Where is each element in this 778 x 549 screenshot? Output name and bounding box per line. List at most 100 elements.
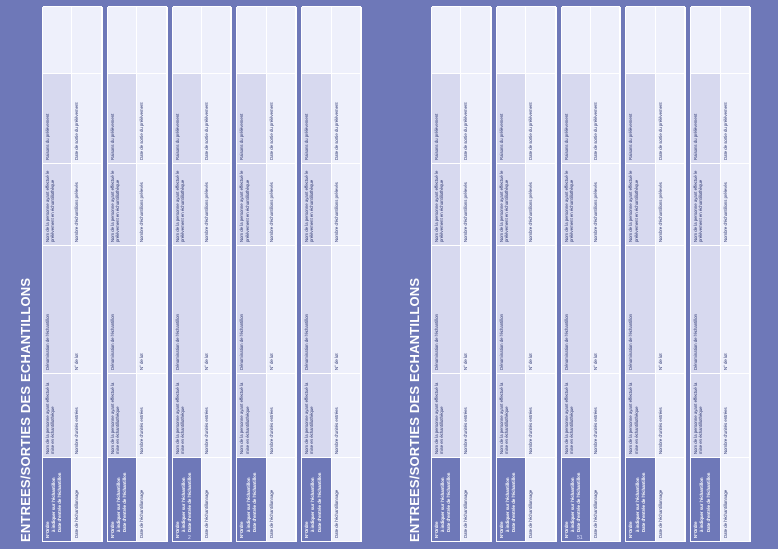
exit-date-cell: Date de sortie du prélèvement (655, 73, 686, 163)
table-block: N°Ordre à indiquer sur l'échantillon Date … (171, 6, 233, 542)
reason-cell: Raisons du prélèvement (172, 73, 202, 163)
sampling-date-cell: Date de l'échantillonnage (461, 457, 491, 541)
exit-date-cell: Date de sortie du prélèvement (72, 73, 102, 163)
sample-table: N°Ordre à indiquer sur l'échantillon Date … (42, 6, 362, 542)
sampling-date-cell: Date de l'échantillonnage (201, 457, 232, 541)
exit-date-cell: Date de sortie du prélèvement (201, 73, 232, 163)
blank-cell (691, 6, 721, 73)
table-block: N°Ordre à indiquer sur l'échantillon Date … (106, 6, 168, 542)
blank-cell (590, 6, 621, 73)
person-entry-cell: Nom de la personne ayant effectué la mis… (302, 373, 332, 457)
nb-samples-cell: Nombre d'échantillons prélevés (201, 163, 232, 245)
person-entry-cell: Nom de la personne ayant effectué la mis… (107, 373, 138, 457)
person-entry-cell: Nom de la personne ayant effectué la mis… (691, 373, 721, 457)
person-exit-cell: Nom de la personne ayant effectué le pré… (496, 163, 527, 245)
nb-entries-cell: Nombre d'unités entrées (201, 373, 232, 457)
table-block: N°Ordre à indiquer sur l'échantillon Date … (236, 6, 298, 542)
blank-cell (201, 6, 232, 73)
person-entry-cell: Nom de la personne ayant effectué la mis… (432, 373, 462, 457)
nb-samples-cell: Nombre d'échantillons prélevés (137, 163, 167, 245)
order-cell: N°Ordre à indiquer sur l'échantillon Date … (496, 457, 527, 541)
blank-cell (561, 6, 591, 73)
person-exit-cell: Nom de la personne ayant effectué le pré… (302, 163, 332, 245)
sample-table: N°Ordre à indiquer sur l'échantillon Date … (431, 6, 751, 542)
blank-cell (720, 6, 750, 73)
sampling-date-cell: Date de l'échantillonnage (526, 457, 556, 541)
nb-entries-cell: Nombre d'unités entrées (266, 373, 297, 457)
blank-cell (107, 6, 138, 73)
table-block: N°Ordre à indiquer sur l'échantillon Date … (495, 6, 557, 542)
exit-date-cell: Date de sortie du prélèvement (720, 73, 750, 163)
blank-cell (172, 6, 202, 73)
sampling-date-cell: Date de l'échantillonnage (266, 457, 297, 541)
reason-cell: Raisons du prélèvement (43, 73, 73, 163)
blank-cell (137, 6, 167, 73)
lot-cell: N° de lot (590, 245, 621, 373)
order-cell: N°Ordre à indiquer sur l'échantillon Date … (561, 457, 591, 541)
table-block: N°Ordre à indiquer sur l'échantillon Date … (42, 6, 103, 542)
denomination-cell: Dénomination de l'échantillon (237, 245, 267, 373)
lot-cell: N° de lot (461, 245, 491, 373)
denomination-cell: Dénomination de l'échantillon (561, 245, 591, 373)
blank-cell (302, 6, 332, 73)
order-cell: N°Ordre à indiquer sur l'échantillon Date … (691, 457, 721, 541)
sampling-date-cell: Date de l'échantillonnage (720, 457, 750, 541)
nb-entries-cell: Nombre d'unités entrées (590, 373, 621, 457)
nb-samples-cell: Nombre d'échantillons prélevés (72, 163, 102, 245)
page-left: ENTREES/SORTIES DES ECHANTILLONS N°Ordre… (0, 0, 389, 549)
table-block: N°Ordre à indiquer sur l'échantillon Date … (301, 6, 362, 542)
table-block: N°Ordre à indiquer sur l'échantillon Date … (625, 6, 687, 542)
person-entry-cell: Nom de la personne ayant effectué la mis… (496, 373, 527, 457)
blank-cell (655, 6, 686, 73)
reason-cell: Raisons du prélèvement (691, 73, 721, 163)
person-entry-cell: Nom de la personne ayant effectué la mis… (237, 373, 267, 457)
lot-cell: N° de lot (137, 245, 167, 373)
person-exit-cell: Nom de la personne ayant effectué le pré… (43, 163, 73, 245)
lot-cell: N° de lot (331, 245, 361, 373)
page-left-content: ENTREES/SORTIES DES ECHANTILLONS N°Ordre… (18, 6, 362, 542)
reason-cell: Raisons du prélèvement (302, 73, 332, 163)
denomination-cell: Dénomination de l'échantillon (302, 245, 332, 373)
order-cell: N°Ordre à indiquer sur l'échantillon Date … (237, 457, 267, 541)
nb-entries-cell: Nombre d'unités entrées (137, 373, 167, 457)
person-entry-cell: Nom de la personne ayant effectué la mis… (626, 373, 656, 457)
nb-samples-cell: Nombre d'échantillons prélevés (720, 163, 750, 245)
exit-date-cell: Date de sortie du prélèvement (590, 73, 621, 163)
person-exit-cell: Nom de la personne ayant effectué le pré… (691, 163, 721, 245)
table-block: N°Ordre à indiquer sur l'échantillon Date … (690, 6, 751, 542)
reason-cell: Raisons du prélèvement (237, 73, 267, 163)
page-title: ENTREES/SORTIES DES ECHANTILLONS (18, 277, 33, 542)
nb-entries-cell: Nombre d'unités entrées (331, 373, 361, 457)
reason-cell: Raisons du prélèvement (561, 73, 591, 163)
exit-date-cell: Date de sortie du prélèvement (137, 73, 167, 163)
blank-cell (331, 6, 361, 73)
order-cell: N°Ordre à indiquer sur l'échantillon Date … (302, 457, 332, 541)
table-block: N°Ordre à indiquer sur l'échantillon Date … (560, 6, 622, 542)
sampling-date-cell: Date de l'échantillonnage (72, 457, 102, 541)
order-cell: N°Ordre à indiquer sur l'échantillon Date … (626, 457, 656, 541)
order-cell: N°Ordre à indiquer sur l'échantillon Date … (43, 457, 73, 541)
sampling-date-cell: Date de l'échantillonnage (137, 457, 167, 541)
person-exit-cell: Nom de la personne ayant effectué le pré… (107, 163, 138, 245)
nb-samples-cell: Nombre d'échantillons prélevés (331, 163, 361, 245)
page-number: 2 (188, 535, 191, 541)
nb-samples-cell: Nombre d'échantillons prélevés (590, 163, 621, 245)
reason-cell: Raisons du prélèvement (496, 73, 527, 163)
reason-cell: Raisons du prélèvement (432, 73, 462, 163)
denomination-cell: Dénomination de l'échantillon (432, 245, 462, 373)
lot-cell: N° de lot (72, 245, 102, 373)
blank-cell (432, 6, 462, 73)
blank-cell (43, 6, 73, 73)
page-right-content: ENTREES/SORTIES DES ECHANTILLONS N°Ordre… (407, 6, 751, 542)
blank-cell (72, 6, 102, 73)
nb-samples-cell: Nombre d'échantillons prélevés (266, 163, 297, 245)
header: ENTREES/SORTIES DES ECHANTILLONS (18, 7, 38, 542)
person-entry-cell: Nom de la personne ayant effectué la mis… (172, 373, 202, 457)
denomination-cell: Dénomination de l'échantillon (172, 245, 202, 373)
reason-cell: Raisons du prélèvement (107, 73, 138, 163)
nb-samples-cell: Nombre d'échantillons prélevés (461, 163, 491, 245)
page-number: 51 (577, 535, 583, 541)
exit-date-cell: Date de sortie du prélèvement (526, 73, 556, 163)
table-block: N°Ordre à indiquer sur l'échantillon Date … (431, 6, 492, 542)
person-exit-cell: Nom de la personne ayant effectué le pré… (432, 163, 462, 245)
